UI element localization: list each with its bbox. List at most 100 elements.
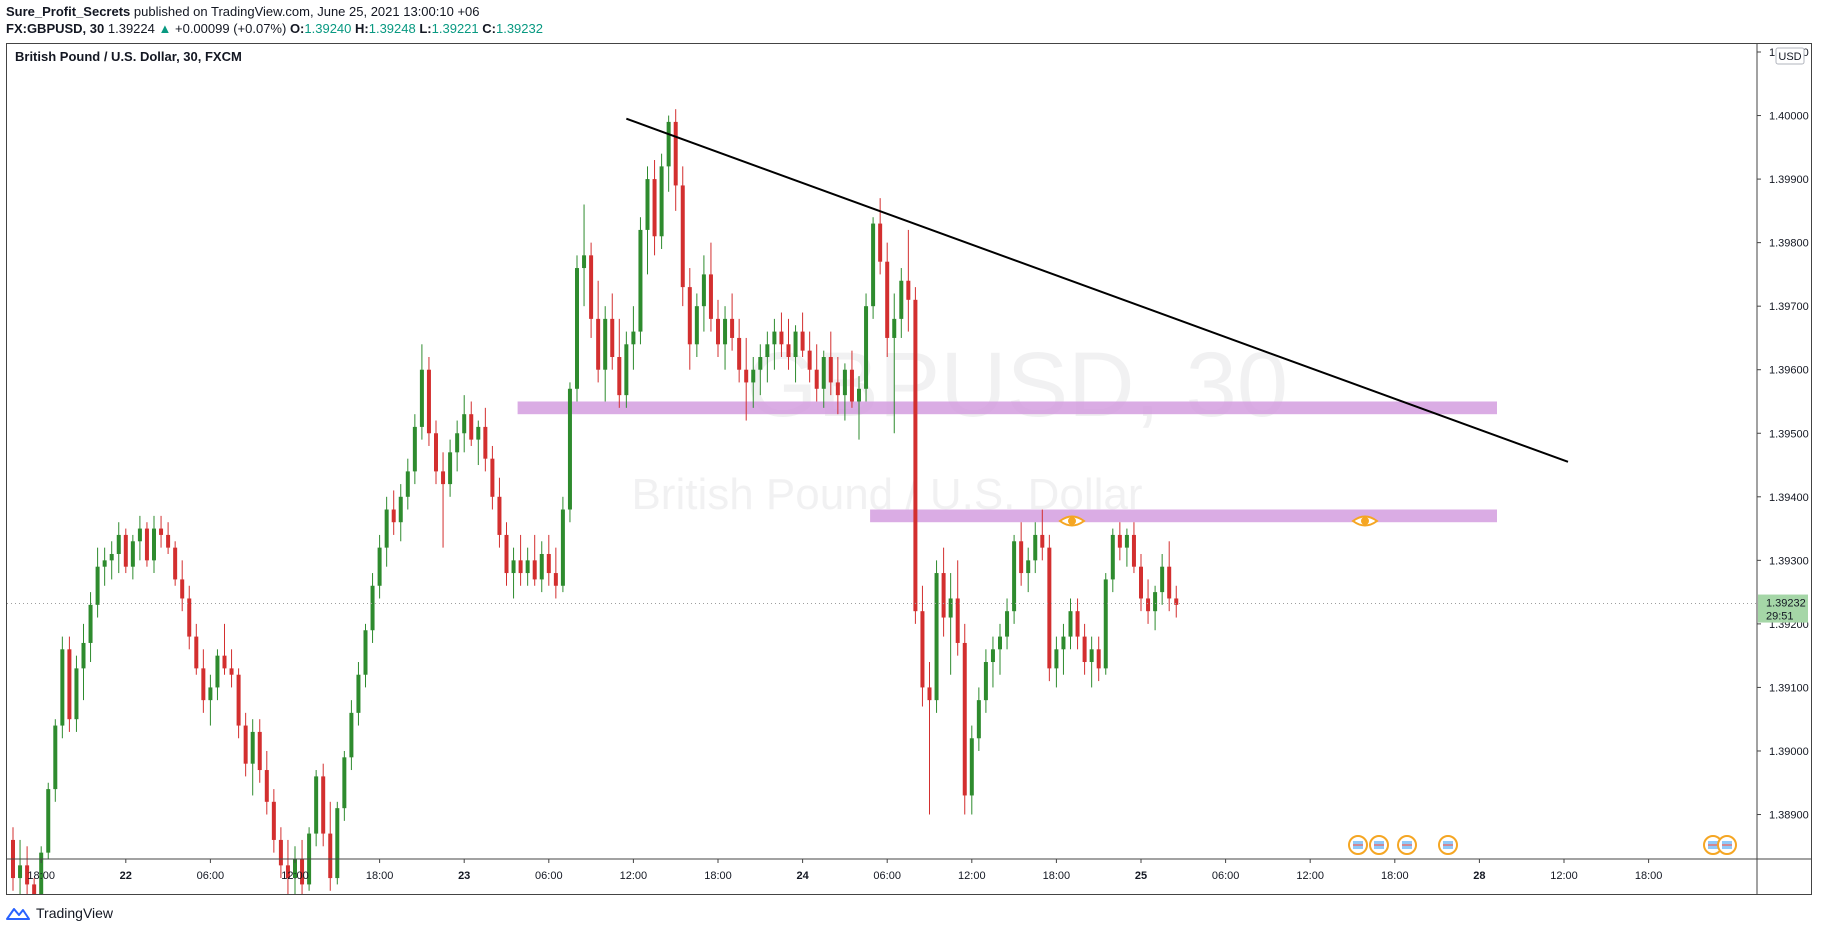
candle-body[interactable]	[1019, 541, 1024, 574]
candle-body[interactable]	[835, 382, 840, 396]
candle-body[interactable]	[18, 865, 23, 879]
candle-body[interactable]	[278, 839, 283, 866]
event-flag-icon[interactable]	[1438, 835, 1458, 855]
candle-body[interactable]	[377, 547, 382, 586]
candle-body[interactable]	[194, 636, 199, 669]
candle-body[interactable]	[419, 369, 424, 427]
candle-body[interactable]	[250, 731, 255, 764]
candle-body[interactable]	[772, 331, 777, 345]
plot-area[interactable]	[7, 44, 1757, 859]
candle-body[interactable]	[849, 369, 854, 402]
candle-body[interactable]	[793, 331, 798, 358]
candle-body[interactable]	[342, 757, 347, 809]
candle-body[interactable]	[285, 865, 290, 879]
candle-body[interactable]	[1153, 592, 1158, 612]
candle-body[interactable]	[67, 649, 72, 720]
candle-body[interactable]	[1026, 560, 1031, 574]
candle-body[interactable]	[490, 458, 495, 497]
candle-body[interactable]	[737, 337, 742, 370]
event-flag-icon[interactable]	[1703, 835, 1723, 855]
candle-body[interactable]	[462, 414, 467, 434]
candle-body[interactable]	[920, 611, 925, 688]
candle-body[interactable]	[680, 185, 685, 288]
candle-body[interactable]	[448, 452, 453, 485]
event-flag-icon[interactable]	[1397, 835, 1417, 855]
publisher-name[interactable]: Sure_Profit_Secrets	[6, 4, 131, 19]
candle-body[interactable]	[723, 318, 728, 345]
candle-body[interactable]	[74, 668, 79, 720]
candle-body[interactable]	[1103, 579, 1108, 669]
candle-body[interactable]	[927, 687, 932, 701]
candle-body[interactable]	[321, 776, 326, 834]
candle-body[interactable]	[864, 306, 869, 389]
candle-body[interactable]	[948, 598, 953, 618]
price-chart[interactable]: GBPUSD, 30 British Pound / U.S. Dollar B…	[7, 44, 1811, 894]
candle-body[interactable]	[469, 414, 474, 440]
candle-body[interactable]	[314, 776, 319, 834]
candle-body[interactable]	[786, 344, 791, 358]
candle-body[interactable]	[913, 299, 918, 612]
candle-body[interactable]	[152, 528, 156, 561]
candle-body[interactable]	[39, 852, 44, 894]
candle-body[interactable]	[1061, 636, 1066, 650]
candle-body[interactable]	[102, 560, 107, 567]
event-flag-icon[interactable]	[1717, 835, 1737, 855]
candle-body[interactable]	[666, 121, 671, 167]
candle-body[interactable]	[708, 274, 713, 319]
candle-body[interactable]	[800, 331, 805, 351]
candle-body[interactable]	[426, 369, 431, 434]
candle-body[interactable]	[779, 331, 784, 345]
candle-body[interactable]	[631, 331, 636, 345]
candle-body[interactable]	[1117, 534, 1122, 548]
candle-body[interactable]	[560, 509, 565, 586]
candle-body[interactable]	[95, 566, 100, 605]
candle-body[interactable]	[335, 808, 340, 879]
candle-body[interactable]	[828, 357, 833, 383]
candle-body[interactable]	[1124, 534, 1129, 548]
candle-body[interactable]	[215, 655, 220, 688]
candle-body[interactable]	[539, 553, 544, 580]
candle-body[interactable]	[1054, 649, 1059, 669]
candle-body[interactable]	[645, 179, 650, 230]
trendline[interactable]	[626, 117, 1569, 463]
candle-body[interactable]	[906, 280, 911, 300]
currency-badge[interactable]: USD	[1775, 47, 1805, 65]
candle-body[interactable]	[349, 712, 354, 758]
candle-body[interactable]	[144, 528, 149, 561]
candle-body[interactable]	[673, 121, 678, 186]
candle-body[interactable]	[25, 865, 30, 885]
candle-body[interactable]	[1167, 566, 1172, 599]
candle-body[interactable]	[271, 801, 276, 840]
candle-body[interactable]	[1040, 534, 1045, 548]
candle-body[interactable]	[130, 541, 135, 567]
candle-body[interactable]	[257, 731, 262, 771]
candle-body[interactable]	[166, 534, 171, 548]
candle-body[interactable]	[941, 573, 946, 618]
candle-body[interactable]	[758, 357, 763, 370]
candle-body[interactable]	[1139, 566, 1143, 599]
candle-body[interactable]	[32, 884, 37, 894]
chart-frame[interactable]: GBPUSD, 30 British Pound / U.S. Dollar B…	[6, 43, 1812, 895]
candle-body[interactable]	[293, 859, 297, 879]
candle-body[interactable]	[1089, 649, 1094, 663]
candle-body[interactable]	[229, 668, 234, 675]
eye-icon[interactable]	[1058, 515, 1086, 527]
candle-body[interactable]	[575, 268, 579, 389]
candle-body[interactable]	[617, 357, 622, 396]
candle-body[interactable]	[814, 369, 819, 389]
candle-body[interactable]	[892, 318, 897, 338]
candle-body[interactable]	[208, 687, 213, 701]
candle-body[interactable]	[60, 649, 65, 726]
candle-body[interactable]	[476, 426, 481, 440]
candle-body[interactable]	[1082, 636, 1087, 663]
candle-body[interactable]	[201, 668, 206, 701]
candle-body[interactable]	[652, 179, 657, 237]
candle-body[interactable]	[871, 223, 876, 307]
candle-body[interactable]	[53, 725, 58, 790]
candle-body[interactable]	[821, 357, 826, 389]
candle-body[interactable]	[610, 318, 615, 358]
candle-body[interactable]	[455, 433, 460, 453]
candle-body[interactable]	[1146, 598, 1151, 612]
candle-body[interactable]	[46, 789, 51, 853]
candle-body[interactable]	[518, 560, 523, 574]
